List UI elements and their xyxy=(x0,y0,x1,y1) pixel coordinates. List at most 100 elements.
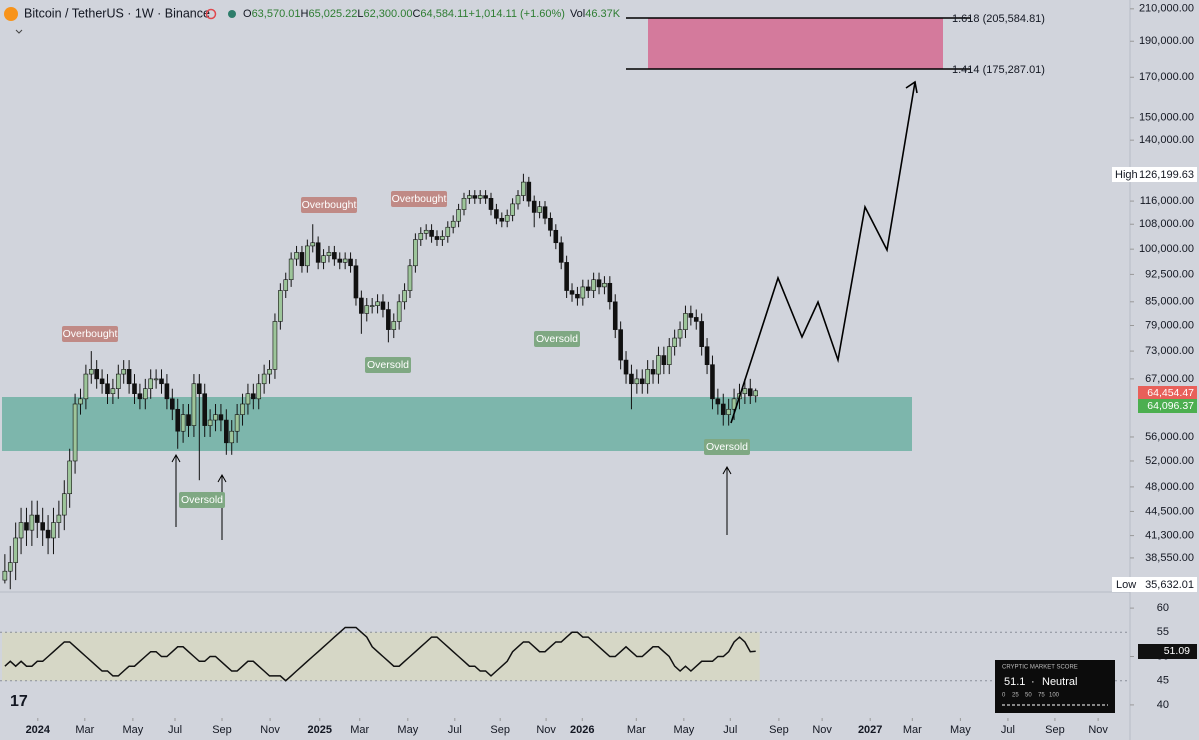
overbought-tag: Overbought xyxy=(63,328,118,340)
candle-body xyxy=(429,229,434,237)
candle-body xyxy=(715,398,721,405)
candle-body xyxy=(413,239,418,267)
price-green: 64,096.37 xyxy=(1147,400,1194,412)
candle-body xyxy=(72,403,78,462)
x-tick-label: Sep xyxy=(212,724,232,736)
candle-body xyxy=(83,373,89,400)
rsi-tick-label: 40 xyxy=(1157,699,1169,711)
candle-body xyxy=(580,286,586,299)
candle-body xyxy=(380,301,386,310)
label-bg xyxy=(1138,386,1197,400)
candle-body xyxy=(375,301,380,306)
quote-value: 62,300.00 xyxy=(364,8,413,20)
candle-body xyxy=(180,414,186,432)
candle-body xyxy=(629,373,634,385)
candle-body xyxy=(299,252,305,267)
axes: 210,000.00 190,000.00 170,000.00 150,000.00… xyxy=(26,3,1194,736)
candle-body xyxy=(747,388,753,397)
high-label: High xyxy=(1115,169,1138,181)
tags: Overbought Overbought Overbought Oversol… xyxy=(62,191,750,508)
y-tick-label: 73,000.00 xyxy=(1145,345,1194,357)
candle-body xyxy=(515,195,521,205)
candle-body xyxy=(634,378,640,385)
candle-body xyxy=(526,181,532,202)
candle-body xyxy=(494,209,499,219)
y-tick-label: 41,300.00 xyxy=(1145,530,1194,542)
candles xyxy=(2,173,758,590)
x-tick-label: Jul xyxy=(1001,724,1015,736)
candle-body xyxy=(143,388,148,400)
x-tick-label: Nov xyxy=(260,724,280,736)
candle-body xyxy=(137,393,143,400)
x-tick-label: Mar xyxy=(903,724,922,736)
candle-body xyxy=(310,242,316,247)
x-tick-label: Jul xyxy=(723,724,737,736)
label-bg xyxy=(1112,577,1141,592)
y-tick-label: 52,000.00 xyxy=(1145,455,1194,467)
quote-vol-value: 46.37K xyxy=(585,8,621,20)
x-tick-label: Sep xyxy=(490,724,510,736)
candle-body xyxy=(672,337,677,347)
symbol-title: Bitcoin / TetherUS · 1W · Binance xyxy=(24,6,210,20)
x-tick-label: 2026 xyxy=(570,724,594,736)
candle-body xyxy=(677,329,683,339)
candle-body xyxy=(353,265,359,299)
candle-body xyxy=(99,378,105,385)
candle-body xyxy=(61,493,67,516)
candle-body xyxy=(191,383,197,426)
candle-body xyxy=(251,393,256,400)
candle-body xyxy=(591,279,596,291)
candle-body xyxy=(359,297,364,314)
candle-body xyxy=(418,233,424,240)
rsi-tick-label: 60 xyxy=(1157,602,1169,614)
candle-body xyxy=(596,279,602,288)
candle-body xyxy=(164,383,170,400)
candle-body xyxy=(315,242,321,263)
candle-body xyxy=(88,369,94,375)
x-tick-label: Mar xyxy=(75,724,94,736)
candle-body xyxy=(531,200,537,213)
tag-bg xyxy=(62,326,118,342)
candle-body xyxy=(521,181,526,196)
candle-body xyxy=(13,537,18,563)
tag-bg xyxy=(365,357,411,373)
score-scale: 100 xyxy=(1049,693,1060,699)
candle-body xyxy=(558,242,564,263)
oversold-tag: Oversold xyxy=(181,494,223,506)
candle-body xyxy=(510,203,515,216)
candle-body xyxy=(18,522,24,539)
candle-body xyxy=(434,236,440,240)
x-tick-label: 2025 xyxy=(308,724,332,736)
candle-body xyxy=(278,290,283,322)
quote-key: O xyxy=(243,8,252,20)
y-tick-label: 190,000.00 xyxy=(1139,35,1194,47)
tag-bg xyxy=(704,439,750,455)
candle-body xyxy=(197,383,202,395)
candle-body xyxy=(742,388,748,395)
candle-body xyxy=(67,460,72,495)
candle-body xyxy=(272,321,278,370)
fib-label: 1.414 (175,287.01) xyxy=(952,64,1045,76)
candle-body xyxy=(569,290,575,295)
candle-body xyxy=(56,514,62,523)
arrowhead xyxy=(171,453,181,463)
oversold-tag: Oversold xyxy=(536,333,578,345)
candle-body xyxy=(170,398,175,410)
candle-body xyxy=(688,313,694,318)
score-bg xyxy=(995,660,1115,713)
candle-body xyxy=(710,364,715,400)
quote-key: L xyxy=(357,8,363,20)
y-tick-label: 92,500.00 xyxy=(1145,268,1194,280)
candle-body xyxy=(34,514,40,523)
candle-body xyxy=(115,373,121,389)
candle-body xyxy=(456,209,461,222)
projection-arrowhead xyxy=(905,80,918,94)
x-tick-label: Sep xyxy=(769,724,789,736)
candle-body xyxy=(542,206,548,219)
candle-body xyxy=(753,390,758,397)
candle-body xyxy=(29,514,35,531)
quote-change: +1,014.11 (+1.60%) xyxy=(469,8,565,20)
x-tick-label: Mar xyxy=(350,724,369,736)
y-tick-label: 116,000.00 xyxy=(1140,195,1194,207)
